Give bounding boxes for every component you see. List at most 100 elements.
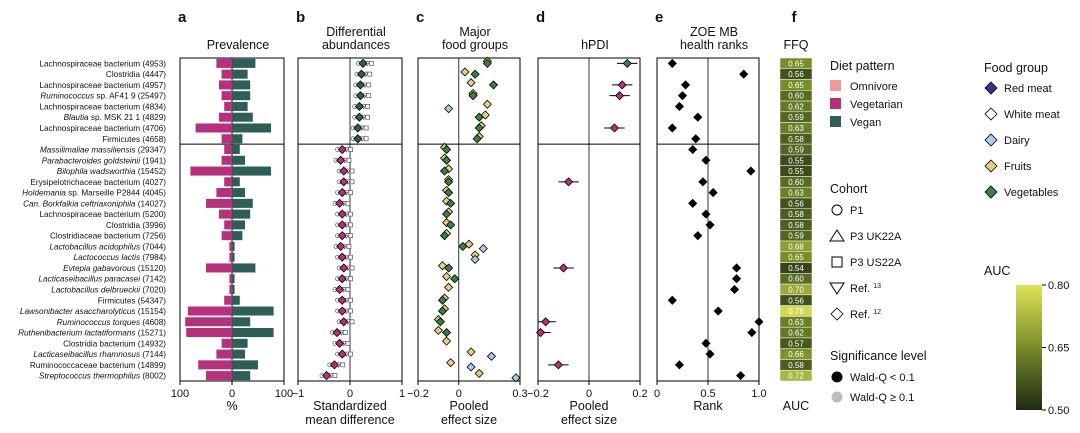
auc-value: 0.58 (788, 135, 804, 144)
auc-colorbar: AUC 0.80 0.65 0.50 (984, 264, 1069, 417)
prevalence-bar (224, 101, 232, 111)
prevalence-bar (232, 101, 248, 111)
pooled-diamond (339, 317, 349, 327)
pooled-diamond (337, 220, 347, 230)
prevalence-bar (232, 188, 245, 198)
prevalence-bar (229, 284, 232, 295)
species-labels: Lachnospiraceae bacterium (4953) Clostrid… (18, 59, 166, 380)
auc-value: 0.65 (788, 253, 804, 262)
auc-value: 0.78 (788, 307, 804, 316)
pooled-diamond (353, 123, 363, 133)
cohort-symbol (831, 256, 843, 268)
auc-value: 0.66 (788, 350, 804, 359)
species-label: Holdemania sp. Marseille P2844 (4045) (22, 189, 166, 198)
pooled-diamond (335, 338, 345, 348)
rank-diamond (731, 263, 742, 273)
species-label: Ruthenibacterium lactatiformans (15271) (18, 329, 166, 338)
food-symbol (984, 107, 998, 121)
rank-diamond (731, 274, 742, 284)
prevalence-bar (195, 123, 232, 133)
rank-diamond (746, 166, 756, 176)
x-tick-label: 1 (399, 388, 405, 400)
pooled-diamond (355, 80, 365, 90)
prevalence-bar (206, 198, 232, 208)
prevalence-bar (232, 295, 240, 305)
prevalence-bar (187, 306, 232, 316)
species-label: Lactobacillus acidophilus (7044) (49, 242, 166, 251)
species-label: Lachnospiraceae bacterium (4957) (39, 81, 166, 90)
rank-diamond (688, 198, 698, 208)
pooled-diamond (337, 306, 347, 316)
food-group-diamond (433, 325, 443, 335)
x-tick-label: −1 (292, 388, 305, 400)
prevalence-bar (232, 371, 251, 381)
cohort-label: P1 (850, 205, 863, 217)
pooled-diamond (337, 188, 347, 198)
pooled-diamond (335, 284, 345, 295)
auc-value: 0.58 (788, 210, 804, 219)
cohort-marker (348, 351, 353, 357)
legend-title-cohort: Cohort (830, 182, 868, 196)
cohort-marker (367, 71, 373, 77)
prevalence-bar (232, 241, 235, 251)
species-label: Ruminococcus sp. AF41 9 (25497) (40, 92, 166, 101)
cohort-marker (332, 373, 338, 378)
panel-title: Differential (326, 25, 386, 39)
auc-value: 0.58 (788, 221, 804, 230)
pooled-diamond (355, 91, 365, 101)
prevalence-bar (232, 112, 253, 122)
prevalence-bar (198, 360, 232, 370)
cohort-marker (365, 114, 371, 120)
pooled-diamond (335, 198, 345, 208)
auc-value: 0.55 (788, 156, 804, 165)
cohort-marker (349, 179, 355, 185)
species-label: Firmicutes (4658) (102, 135, 166, 144)
diet-label: Vegetarian (850, 99, 903, 111)
cohort-marker (345, 287, 351, 292)
species-label: Lactococcus lactis (7984) (74, 253, 167, 262)
x-axis-label: Standardized (313, 399, 387, 413)
species-label: Massilimaliae massiliensis (29347) (40, 146, 166, 155)
pooled-diamond (356, 69, 367, 79)
food-group-diamond (466, 362, 476, 372)
x-tick-label: 0 (586, 388, 592, 400)
species-label: Clostridia (4447) (106, 70, 166, 79)
colorbar-tick-label: 0.50 (1048, 405, 1069, 417)
food-group-diamond (441, 271, 452, 282)
food-group-diamond (437, 306, 448, 316)
species-label: Can. Borkfalkia ceftriaxoniphila (14027) (23, 199, 166, 208)
auc-value: 0.63 (788, 189, 804, 198)
auc-value: 0.65 (788, 81, 804, 90)
rank-diamond (729, 284, 740, 295)
x-tick-label: 0 (456, 388, 462, 400)
panel-title: food groups (442, 38, 508, 52)
pooled-diamond (339, 166, 349, 176)
panel-a-prevalence: 100 0 100% (171, 57, 293, 413)
food-group-diamond (439, 166, 450, 176)
auc-value: 0.62 (788, 102, 804, 111)
rank-diamond (688, 144, 698, 155)
pooled-diamond (354, 112, 364, 122)
pooled-diamond (329, 360, 339, 370)
cohort-symbol (829, 282, 845, 295)
prevalence-bar (232, 317, 251, 327)
cohort-marker (345, 340, 351, 346)
panel-title: Prevalence (207, 38, 270, 52)
pooled-diamond (336, 155, 346, 165)
food-symbol (984, 185, 998, 199)
prevalence-bar (232, 360, 258, 370)
auc-value: 0.59 (788, 113, 804, 122)
auc-value: 0.56 (788, 70, 804, 79)
food-group-diamond (441, 327, 452, 338)
pooled-diamond (337, 295, 347, 305)
panel-letter: d (536, 9, 545, 26)
rank-diamond (701, 155, 711, 165)
prevalence-bar (232, 338, 248, 348)
prevalence-bar (224, 220, 232, 230)
species-label: Streptococcus thermophilus (8002) (39, 372, 166, 381)
food-label: Dairy (1004, 135, 1030, 147)
food-label: Fruits (1004, 161, 1032, 173)
panel-letter: b (296, 9, 305, 26)
x-tick-label: 100 (275, 388, 293, 400)
prevalence-bar (229, 274, 232, 284)
